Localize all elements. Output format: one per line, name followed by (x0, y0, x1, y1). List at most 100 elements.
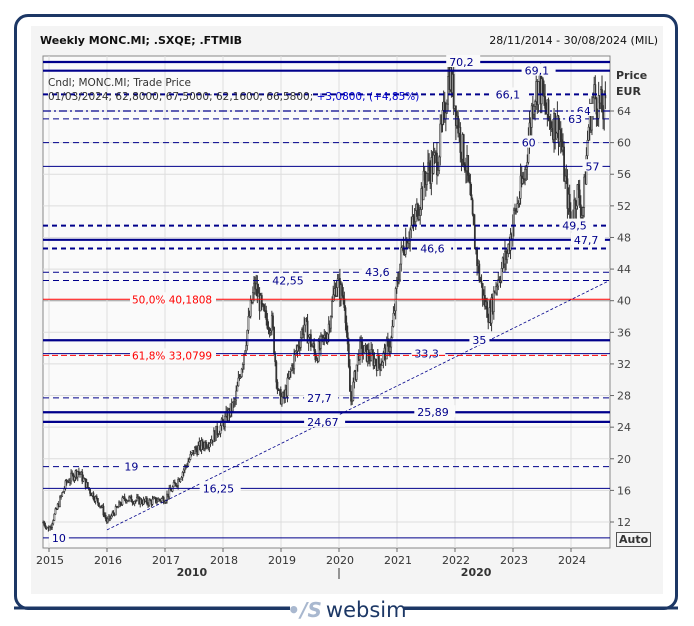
candle-body (243, 354, 245, 365)
candle-body (94, 496, 97, 502)
candle (168, 484, 171, 500)
candle-body (163, 502, 166, 504)
candle (140, 497, 143, 505)
candle-body (459, 126, 462, 153)
candle-body (158, 498, 161, 501)
candle (389, 339, 391, 358)
candle-body (447, 76, 449, 105)
candle-body (497, 279, 500, 287)
level-label: 42,55 (272, 275, 304, 288)
candle (265, 305, 268, 326)
level-label-bg (411, 346, 446, 359)
candle (583, 173, 586, 218)
candle-body (209, 442, 212, 445)
candle-body (438, 156, 441, 171)
candle-body (555, 132, 558, 140)
candle (586, 130, 589, 160)
candle (422, 162, 425, 201)
candle (61, 492, 64, 498)
candle (419, 206, 422, 225)
level-label: 66,1 (496, 88, 520, 101)
level-label-bg (565, 111, 586, 124)
fibonacci-label: 50,0% 40,1808 (132, 294, 212, 306)
candle-body (454, 105, 457, 126)
candle-body (597, 95, 600, 119)
level-label: 70,2 (449, 56, 474, 69)
candle-body (335, 287, 338, 297)
candle-body (409, 229, 412, 242)
candle (566, 169, 569, 220)
candle-body (142, 498, 145, 505)
candle-body (127, 500, 129, 502)
level-label-bg (121, 459, 142, 472)
candle-body (467, 155, 470, 176)
candle-body (63, 488, 66, 492)
y-tick-label: 52 (617, 200, 631, 213)
candle (479, 276, 482, 283)
candle (363, 345, 366, 353)
logo-text: websim (325, 598, 407, 622)
candle-body (547, 99, 550, 119)
candle (472, 213, 475, 226)
candle (438, 155, 441, 174)
candle-body (381, 361, 384, 366)
candle-body (471, 199, 474, 215)
candle-body (55, 508, 58, 511)
candle (295, 344, 298, 355)
candle (574, 197, 577, 219)
candle-body (344, 307, 347, 324)
candle-body (534, 101, 536, 107)
candle-body (117, 506, 119, 509)
candle-body (587, 126, 590, 141)
candle-body (293, 354, 296, 370)
candle (183, 464, 186, 474)
candle-body (60, 495, 62, 498)
candle (276, 379, 279, 395)
candle (500, 261, 503, 284)
candle (452, 60, 455, 116)
candle (98, 502, 100, 508)
candle-body (119, 501, 122, 506)
candle (260, 292, 263, 311)
candle-body (69, 480, 71, 483)
candle (568, 184, 571, 220)
candle-body (133, 501, 136, 505)
candle (62, 491, 65, 494)
candle-body (500, 268, 503, 282)
candle (94, 495, 97, 505)
candle (177, 477, 180, 490)
candle (311, 343, 313, 348)
candle-body (295, 350, 298, 353)
candle (266, 312, 269, 330)
candle-body (346, 332, 349, 345)
candle (154, 497, 157, 504)
candle (187, 457, 190, 467)
candle (346, 325, 349, 352)
candle (331, 296, 333, 319)
level-label: 43,6 (365, 266, 390, 279)
candle (123, 493, 126, 502)
candle-body (476, 248, 478, 267)
candle-body (268, 328, 271, 333)
legend-values: 01/03/2024; 62,8000; 67,5000; 62,1600; 6… (48, 91, 419, 103)
candle-body (235, 390, 238, 401)
candle (181, 471, 184, 481)
candle-body (444, 112, 447, 120)
candle-body (349, 366, 351, 392)
candle-body (86, 482, 89, 488)
candle (410, 216, 413, 239)
candle-body (54, 508, 57, 515)
candle-body (156, 501, 158, 503)
candle-body (583, 176, 586, 208)
candle-body (390, 337, 393, 348)
candle (578, 179, 581, 208)
candle (104, 512, 107, 522)
candle (549, 113, 552, 137)
candle (121, 495, 124, 507)
currency-label: EUR (616, 85, 641, 98)
candle-body (468, 174, 471, 183)
price-axis-label: Price (616, 69, 647, 82)
candle (305, 317, 308, 323)
auto-scale-button[interactable]: Auto (616, 532, 652, 547)
